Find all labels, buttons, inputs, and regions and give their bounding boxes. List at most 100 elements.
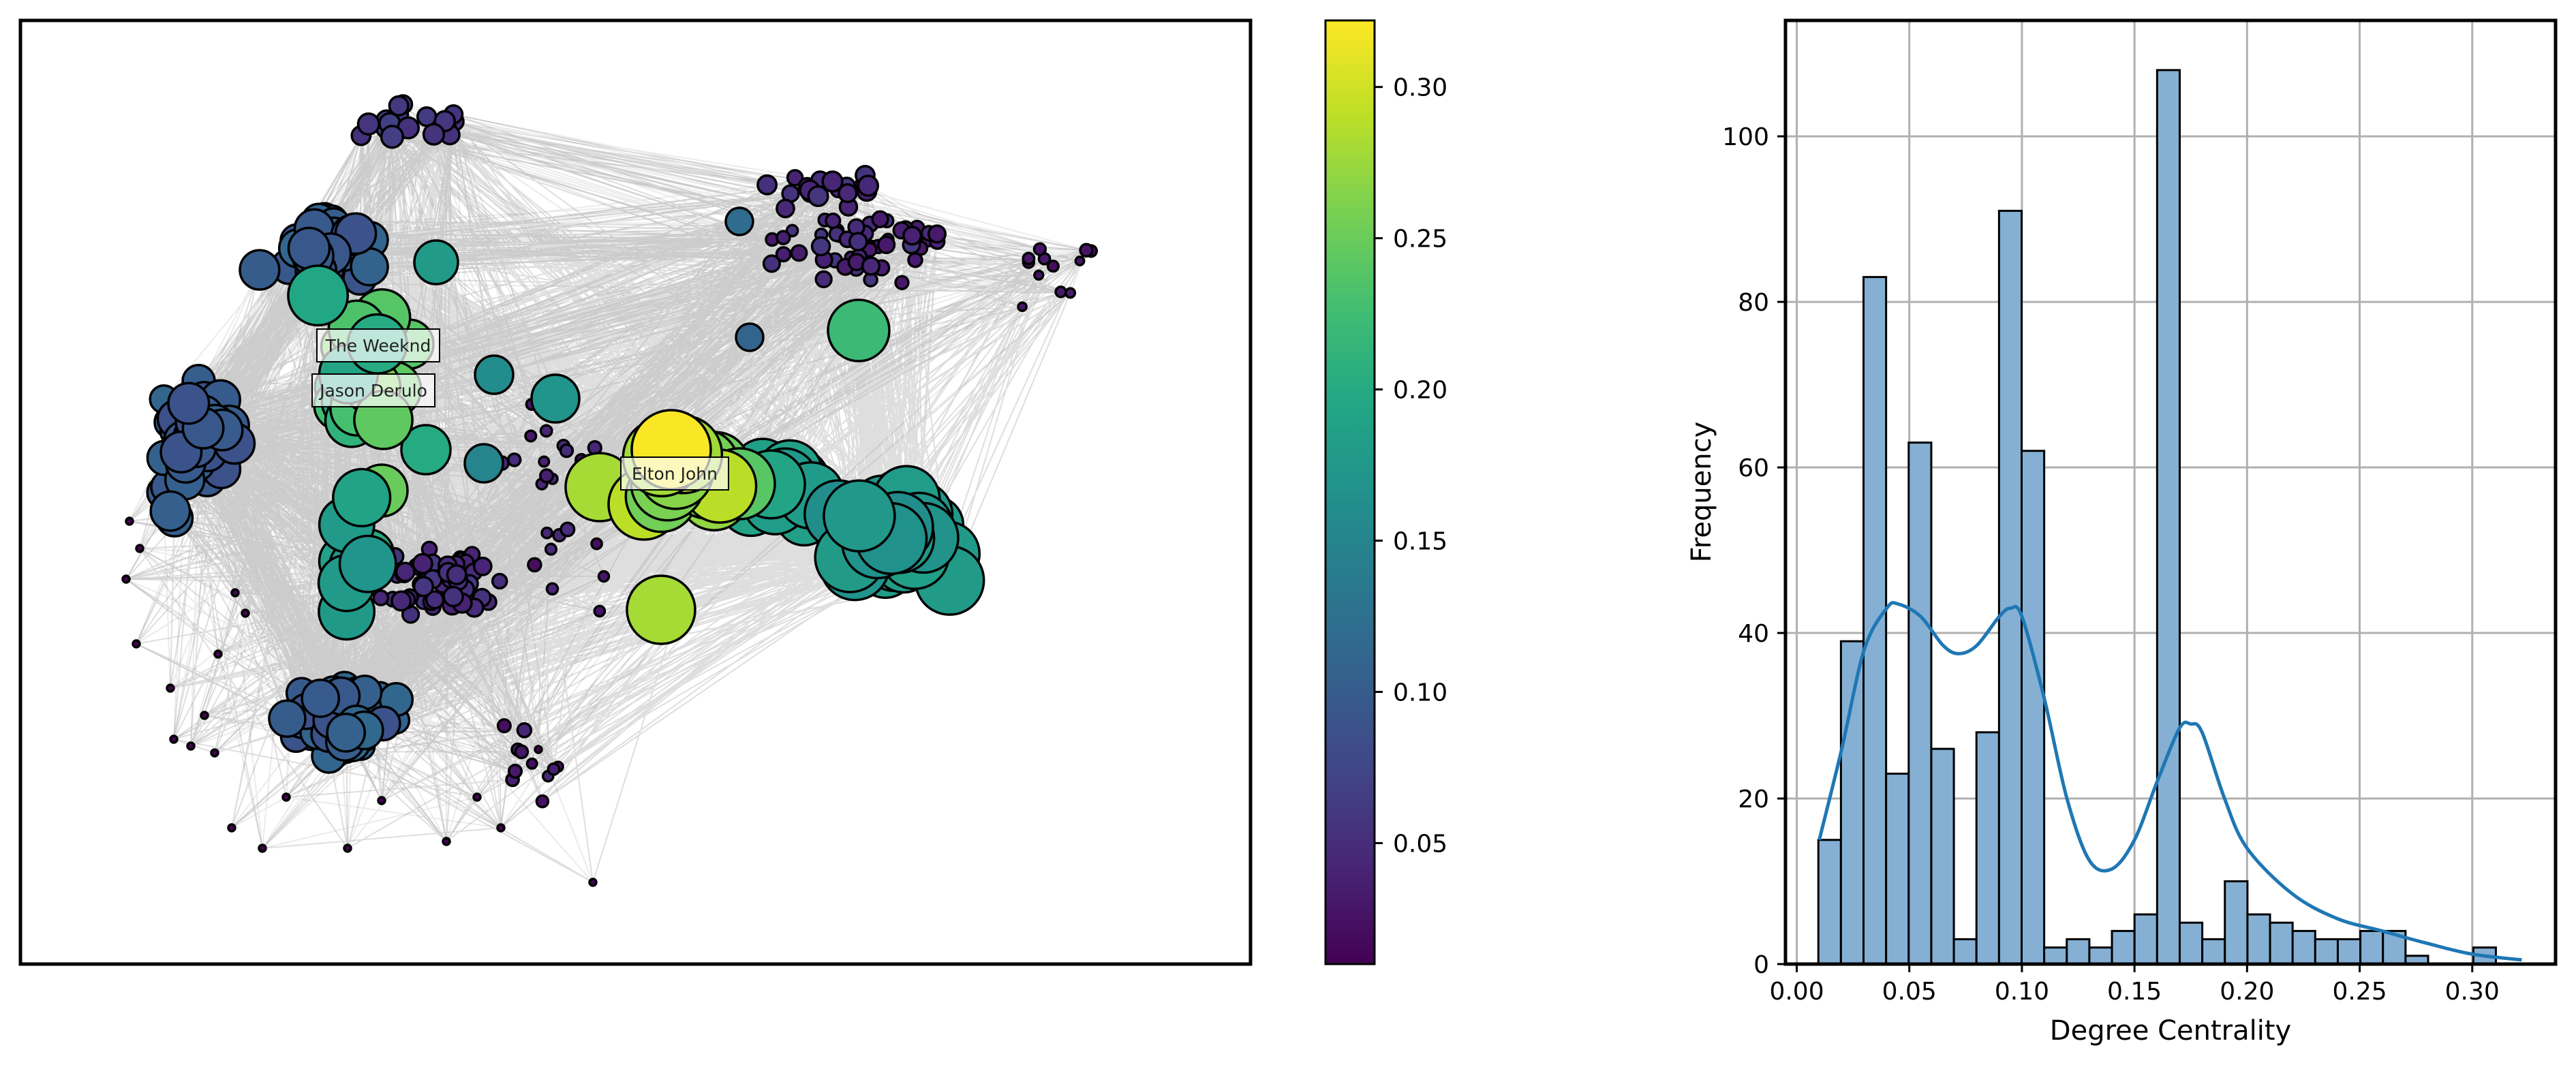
network-node [807,185,829,207]
network-node [377,796,386,805]
network-node [287,264,350,327]
histogram-bar [2246,913,2271,965]
network-node [287,226,331,270]
network-node [1017,301,1028,313]
x-tick-label: 0.15 [2107,978,2162,1006]
network-node [166,683,175,693]
network-node [626,574,696,645]
network-node [547,762,561,776]
network-node [524,429,538,443]
network-node [593,604,607,618]
histogram-panel: 0.00 0.05 0.10 0.15 0.20 0.25 0.30 0 20 40 60 80 100… [1686,18,2558,1047]
y-axis-label: Frequency [1686,422,1717,563]
network-node [442,585,464,608]
y-tick-label: 100 [1722,123,1769,151]
network-node [527,557,542,573]
network-node [400,424,452,476]
histogram-bar [2021,450,2046,965]
network-node [258,843,267,853]
network-node [1032,242,1047,256]
network-node [496,823,506,833]
network-node [125,516,134,526]
network-node [525,757,538,770]
network-frame [18,18,1253,966]
network-node [735,322,765,352]
network-panel: The Weeknd Jason Derulo Elton John [18,18,1253,966]
x-tick-label: 0.30 [2445,978,2500,1006]
network-node [388,95,410,117]
histogram-bar [2336,938,2362,965]
network-node [135,544,144,553]
network-labels: The Weeknd Jason Derulo Elton John [311,328,729,491]
y-tick-label: 60 [1738,454,1769,482]
y-tick-label: 40 [1738,620,1769,648]
network-node [902,226,923,246]
network-node [545,582,559,596]
network-node [390,590,412,612]
network-node [810,236,831,257]
network-node [827,298,891,362]
histogram-bars [1817,69,2497,965]
histogram-bar [1817,839,1842,965]
network-node [539,468,555,484]
network-node [372,589,390,606]
network-node [1079,243,1094,258]
network-node [597,570,611,583]
network-node [186,741,196,751]
network-node [412,576,435,598]
network-node [412,553,433,574]
network-node [380,125,405,149]
network-node [848,232,868,252]
network-node [838,183,858,204]
network-node [422,123,446,146]
network-node [540,526,553,540]
node-label: The Weeknd [325,336,431,356]
network-node [491,572,508,590]
network-node [200,711,209,720]
network-node [442,837,451,846]
network-node [535,794,550,809]
network-node [1054,285,1067,298]
network-node [907,251,923,268]
network-node [506,452,522,467]
network-node [472,792,482,802]
network-node [539,424,553,438]
histogram-bar [1907,441,1933,965]
kde-curve [1818,601,2522,962]
x-tick-label: 0.10 [1995,978,2049,1006]
histogram-bar [2133,913,2158,965]
network-node [338,534,397,593]
x-tick-label: 0.20 [2220,978,2274,1006]
network-node [395,561,416,583]
network-node [241,608,250,618]
network-node [239,249,281,291]
histogram-bar [2178,921,2204,965]
network-node [121,574,131,584]
network-node [230,588,240,598]
histogram-bar [1862,276,1888,965]
histogram-bar [1952,938,1978,965]
histogram-bar [2291,929,2316,965]
network-node [516,722,533,739]
node-label: Elton John [632,464,718,484]
colorbar-tick-label: 0.25 [1393,226,1447,253]
network-node [927,224,947,244]
network-node [871,210,889,228]
network-node [544,542,558,556]
network-node [507,763,523,779]
network-node [762,254,781,273]
network-node [268,699,307,739]
network-node [1074,255,1086,266]
histogram-bar [2111,929,2136,965]
histogram-bar [2066,938,2091,965]
network-node [588,878,598,887]
network-node [1033,269,1045,281]
network-node [514,744,530,760]
histogram-bar [1975,731,2000,965]
network-node [876,235,896,254]
network-node [167,382,211,425]
histogram-bar [2156,69,2181,965]
network-node [776,198,795,219]
network-node [446,564,467,586]
network-node [356,112,380,136]
